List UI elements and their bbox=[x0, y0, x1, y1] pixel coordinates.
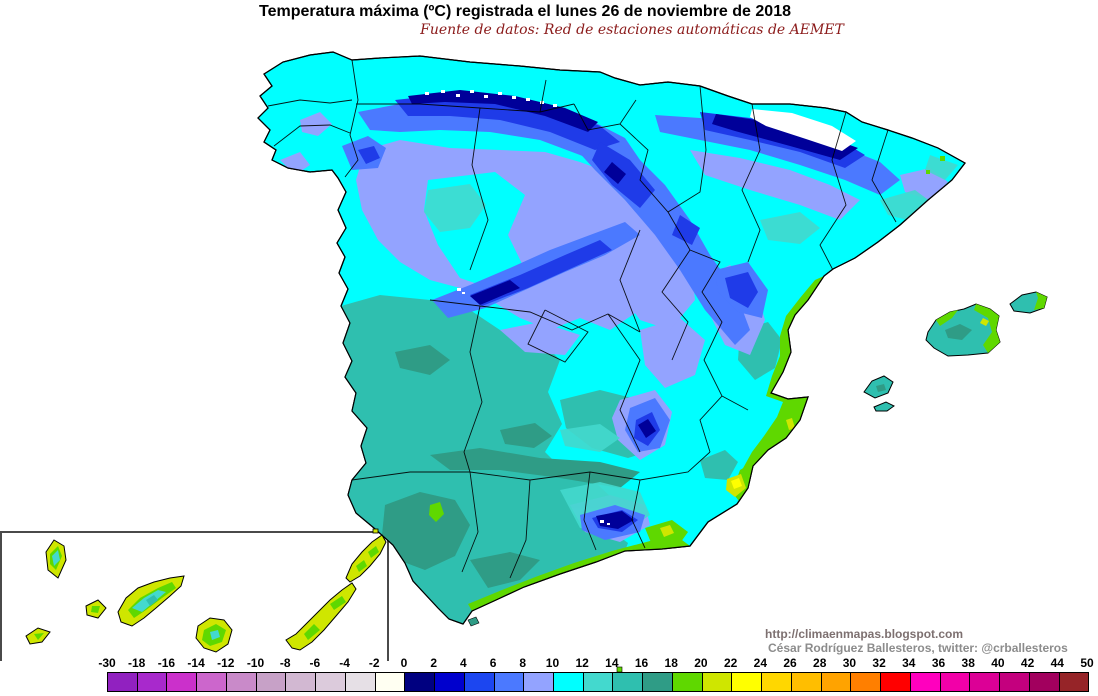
page-title: Temperatura máxima (ºC) registrada el lu… bbox=[259, 3, 791, 20]
scale-cell bbox=[880, 673, 910, 691]
snow-capped-peaks bbox=[425, 90, 856, 525]
canary-islands-inset bbox=[0, 531, 389, 661]
scale-label: 36 bbox=[931, 656, 946, 670]
temperature-regions bbox=[267, 59, 958, 624]
scale-label: 32 bbox=[872, 656, 886, 670]
scale-label: -18 bbox=[128, 656, 146, 670]
scale-cell bbox=[404, 673, 435, 691]
scale-cell bbox=[225, 673, 256, 691]
scale-label: 50 bbox=[1080, 656, 1094, 670]
color-scale-labels: -30 -18 -16 -14 -12 -10 -8 -6 -4 -2 0 2 4 6 8 10 12 14 16 1… bbox=[98, 656, 1093, 670]
scale-cell bbox=[553, 673, 583, 691]
scale-label: 42 bbox=[1020, 656, 1035, 670]
credit-url: http://climaenmapas.blogspot.com bbox=[765, 627, 964, 641]
scale-label: 2 bbox=[430, 656, 437, 670]
spain-coastline bbox=[257, 51, 966, 625]
scale-cell bbox=[820, 673, 851, 691]
scale-label: -16 bbox=[157, 656, 176, 670]
scale-label: -12 bbox=[217, 656, 235, 670]
scale-cell bbox=[493, 673, 524, 691]
scale-label: 0 bbox=[400, 656, 408, 670]
scale-cell bbox=[790, 673, 821, 691]
scale-label: 18 bbox=[664, 656, 678, 670]
scale-label: -10 bbox=[246, 656, 265, 670]
scale-label: -14 bbox=[187, 656, 205, 670]
scale-label: 24 bbox=[753, 656, 768, 670]
scale-cell bbox=[850, 673, 881, 691]
scale-cell bbox=[701, 673, 732, 691]
scale-label: -2 bbox=[368, 656, 380, 670]
scale-cell bbox=[523, 673, 554, 691]
ceuta bbox=[467, 616, 480, 627]
scale-cell bbox=[434, 673, 464, 691]
scale-cell bbox=[731, 673, 762, 691]
scale-cell bbox=[999, 673, 1029, 691]
scale-cell bbox=[1058, 673, 1089, 691]
scale-cell bbox=[642, 673, 672, 691]
scale-label: 20 bbox=[694, 656, 708, 670]
scale-label: 10 bbox=[545, 656, 560, 670]
scale-cell bbox=[671, 673, 702, 691]
scale-cell bbox=[196, 673, 226, 691]
scale-label: -8 bbox=[279, 656, 291, 670]
scale-cell bbox=[582, 673, 613, 691]
credit-author: César Rodríguez Ballesteros, twitter: @c… bbox=[768, 641, 1068, 655]
scale-label: 22 bbox=[723, 656, 738, 670]
scale-cell bbox=[344, 673, 375, 691]
scale-cell bbox=[761, 673, 791, 691]
scale-label: 8 bbox=[519, 656, 527, 670]
scale-label: -4 bbox=[339, 656, 350, 670]
scale-label: -30 bbox=[98, 656, 116, 670]
scale-label: 4 bbox=[460, 656, 467, 670]
scale-label: 26 bbox=[783, 656, 797, 670]
data-source-subtitle: Fuente de datos: Red de estaciones autom… bbox=[420, 22, 844, 38]
scale-cell bbox=[463, 673, 494, 691]
color-scale-bar bbox=[107, 672, 1089, 692]
scale-cell bbox=[909, 673, 940, 691]
scale-cell bbox=[939, 673, 970, 691]
scale-label: 44 bbox=[1050, 656, 1064, 670]
scale-label: 34 bbox=[902, 656, 916, 670]
scale-cell bbox=[108, 673, 137, 691]
scale-cell bbox=[285, 673, 316, 691]
scale-label: -6 bbox=[309, 656, 321, 670]
canary-islands bbox=[25, 528, 387, 653]
province-borders bbox=[267, 59, 897, 579]
scale-label: 30 bbox=[842, 656, 857, 670]
scale-cell bbox=[969, 673, 1000, 691]
scale-label: 28 bbox=[813, 656, 827, 670]
scale-cell bbox=[166, 673, 197, 691]
scale-cell bbox=[374, 673, 405, 691]
scale-label: 40 bbox=[991, 656, 1005, 670]
scale-cell bbox=[315, 673, 345, 691]
scale-label: 16 bbox=[634, 656, 649, 670]
ridge-navy-cores bbox=[408, 90, 858, 529]
scale-label: 38 bbox=[961, 656, 975, 670]
scale-cell bbox=[136, 673, 167, 691]
scale-label: 12 bbox=[575, 656, 589, 670]
balearic-islands bbox=[863, 291, 1048, 412]
scale-cell bbox=[255, 673, 286, 691]
scale-cell bbox=[612, 673, 643, 691]
inset-border bbox=[0, 531, 389, 661]
scale-label: 6 bbox=[489, 656, 497, 670]
scale-label: 14 bbox=[605, 656, 619, 670]
scale-cell bbox=[1028, 673, 1059, 691]
